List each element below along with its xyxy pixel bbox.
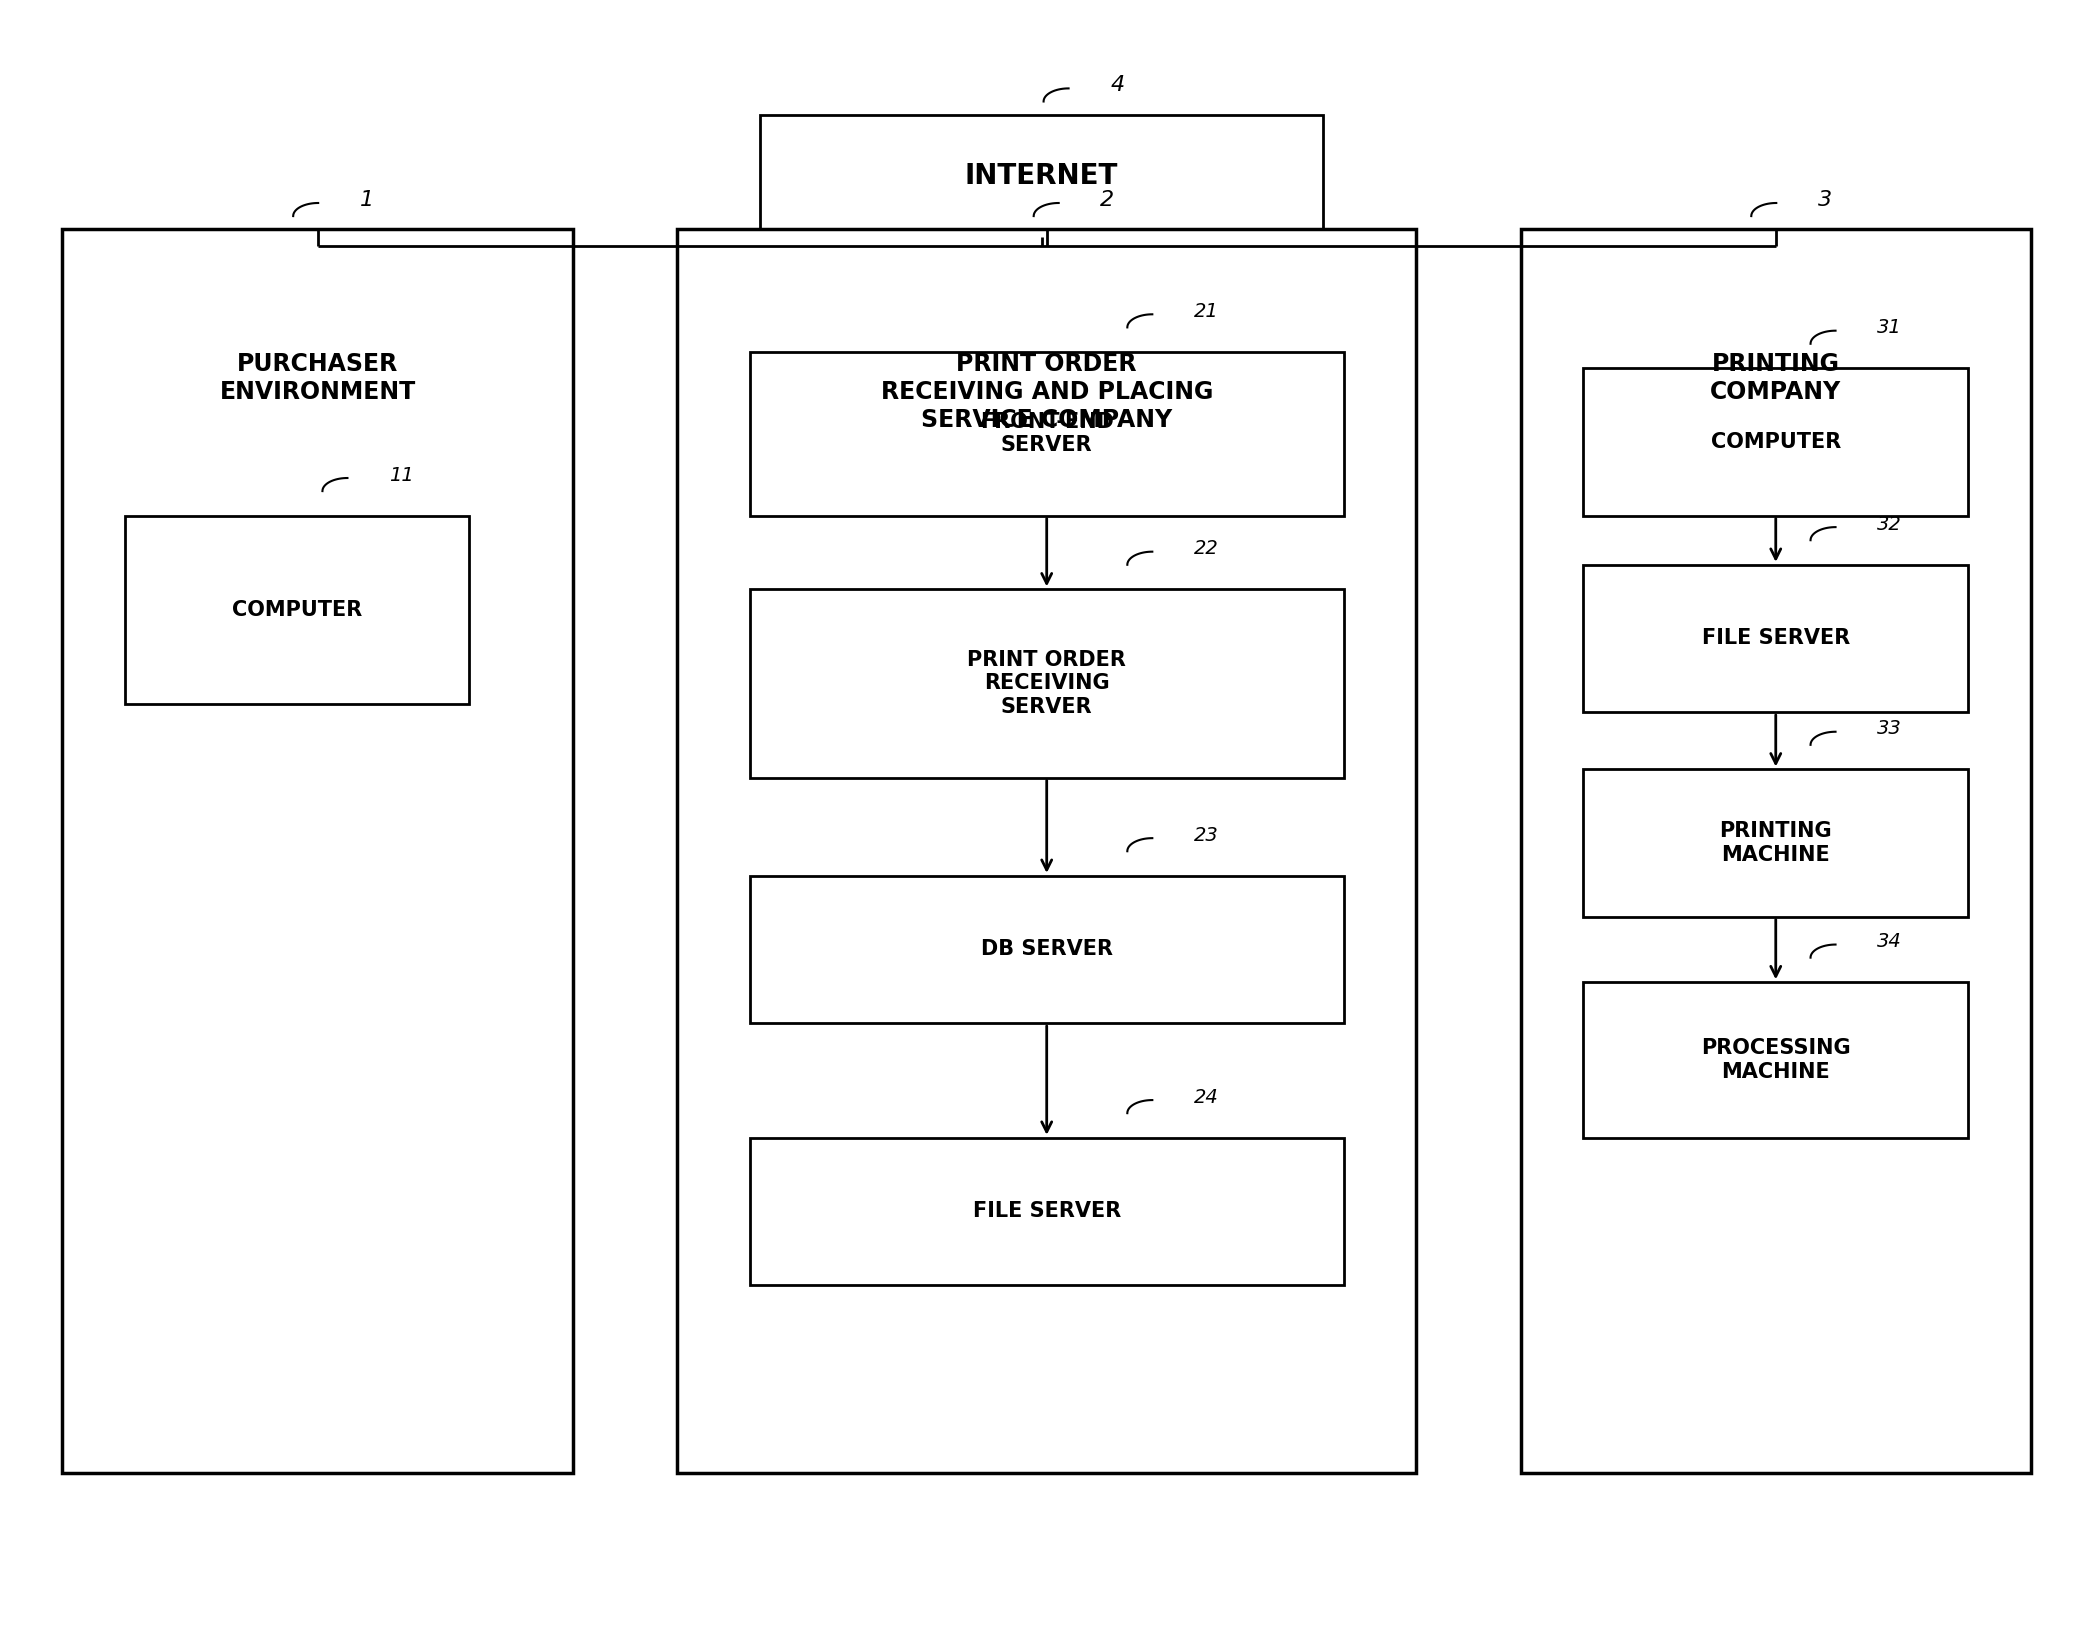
Bar: [750, 352, 1344, 516]
Text: 21: 21: [1194, 301, 1219, 321]
Text: 23: 23: [1194, 825, 1219, 845]
Text: 4: 4: [1110, 75, 1125, 95]
Text: PRINT ORDER
RECEIVING AND PLACING
SERVICE COMPANY: PRINT ORDER RECEIVING AND PLACING SERVIC…: [881, 352, 1212, 432]
Text: COMPUTER: COMPUTER: [1710, 432, 1841, 452]
Bar: [1583, 769, 1968, 917]
Bar: [750, 1138, 1344, 1285]
Text: PRINTING
COMPANY: PRINTING COMPANY: [1710, 352, 1841, 404]
Text: PROCESSING
MACHINE: PROCESSING MACHINE: [1702, 1038, 1850, 1082]
Text: 22: 22: [1194, 539, 1219, 558]
Text: FILE SERVER: FILE SERVER: [1702, 629, 1850, 648]
Bar: [62, 229, 573, 1473]
Bar: [760, 115, 1323, 237]
Text: 11: 11: [390, 465, 415, 485]
Text: PRINTING
MACHINE: PRINTING MACHINE: [1718, 822, 1833, 864]
Text: 32: 32: [1877, 514, 1902, 534]
Text: PURCHASER
ENVIRONMENT: PURCHASER ENVIRONMENT: [219, 352, 417, 404]
Text: 2: 2: [1100, 190, 1114, 210]
Text: INTERNET: INTERNET: [964, 162, 1119, 190]
Bar: [677, 229, 1416, 1473]
Text: 33: 33: [1877, 719, 1902, 738]
Bar: [125, 516, 469, 704]
Text: 1: 1: [360, 190, 375, 210]
Text: FRONT-END
SERVER: FRONT-END SERVER: [979, 413, 1114, 455]
Text: 3: 3: [1818, 190, 1833, 210]
Bar: [1583, 565, 1968, 712]
Text: COMPUTER: COMPUTER: [231, 599, 362, 620]
Text: PRINT ORDER
RECEIVING
SERVER: PRINT ORDER RECEIVING SERVER: [967, 650, 1127, 717]
Bar: [1583, 368, 1968, 516]
Text: 34: 34: [1877, 931, 1902, 951]
Bar: [1583, 982, 1968, 1138]
Bar: [750, 876, 1344, 1023]
Bar: [1521, 229, 2031, 1473]
Text: 24: 24: [1194, 1087, 1219, 1107]
Text: FILE SERVER: FILE SERVER: [973, 1202, 1121, 1221]
Text: DB SERVER: DB SERVER: [981, 940, 1112, 959]
Bar: [750, 589, 1344, 778]
Text: 31: 31: [1877, 318, 1902, 337]
